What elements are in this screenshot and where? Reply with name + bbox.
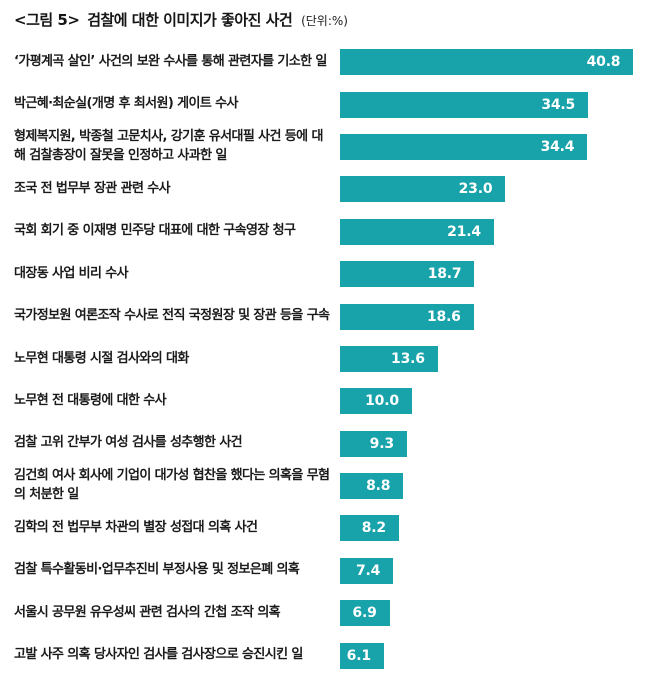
category-label: ‘가평계곡 살인’ 사건의 보완 수사를 통해 관련자를 기소한 일 <box>14 53 327 69</box>
bar: 40.8 <box>340 49 634 76</box>
chart-row: 국가정보원 여론조작 수사로 전직 국정원장 및 장관 등을 구속 18.6 <box>14 295 642 337</box>
value-label: 23.0 <box>458 181 493 198</box>
chart-row: 고발 사주 의혹 당사자인 검사를 검사장으로 승진시킨 일 6.1 <box>14 634 642 676</box>
bar-track: 9.3 <box>340 430 642 457</box>
chart-row: 서울시 공무원 유우성씨 관련 검사의 간첩 조작 의혹 6.9 <box>14 592 642 634</box>
value-label: 34.4 <box>540 138 575 155</box>
value-label: 9.3 <box>369 435 394 452</box>
category-label: 박근혜·최순실(개명 후 최서원) 게이트 수사 <box>14 96 238 112</box>
figure-label: <그림 5> <box>14 11 80 29</box>
bar: 18.6 <box>340 303 474 330</box>
bar-track: 34.5 <box>340 91 642 118</box>
chart-row: 조국 전 법무부 장관 관련 수사 23.0 <box>14 168 642 210</box>
category-label: 대장동 사업 비리 수사 <box>14 265 129 281</box>
bar: 13.6 <box>340 345 438 372</box>
chart-row: 노무현 전 대통령에 대한 수사 10.0 <box>14 380 642 422</box>
category-label: 고발 사주 의혹 당사자인 검사를 검사장으로 승진시킨 일 <box>14 647 303 663</box>
value-label: 34.5 <box>541 96 576 113</box>
bar-track: 13.6 <box>340 345 642 372</box>
category-label: 조국 전 법무부 장관 관련 수사 <box>14 180 171 196</box>
bar-track: 21.4 <box>340 218 642 245</box>
value-label: 40.8 <box>586 54 621 71</box>
chart-row: 노무현 대통령 시절 검사와의 대화 13.6 <box>14 338 642 380</box>
value-label: 13.6 <box>391 350 425 367</box>
category-label: 서울시 공무원 유우성씨 관련 검사의 간첩 조작 의혹 <box>14 604 281 620</box>
bar: 8.8 <box>340 473 404 500</box>
bar-track: 18.7 <box>340 261 642 288</box>
value-label: 8.8 <box>366 478 391 495</box>
bar-track: 7.4 <box>340 557 642 584</box>
bar: 34.5 <box>340 91 589 118</box>
unit-label: (단위:%) <box>301 14 348 28</box>
category-label: 형제복지원, 박종철 고문치사, 강기훈 유서대필 사건 등에 대해 검찰총장이… <box>14 129 323 163</box>
category-label: 김건희 여사 회사에 기업이 대가성 협찬을 했다는 의혹을 무혐의 처분한 일 <box>14 468 330 503</box>
bar-track: 18.6 <box>340 303 642 330</box>
chart-row: 검찰 특수활동비·업무추진비 부정사용 및 정보은폐 의혹 7.4 <box>14 550 642 592</box>
chart-row: 대장동 사업 비리 수사 18.7 <box>14 253 642 295</box>
chart-row: 국회 회기 중 이재명 민주당 대표에 대한 구속영장 청구 21.4 <box>14 211 642 253</box>
bar: 18.7 <box>340 261 475 288</box>
chart-row: ‘가평계곡 살인’ 사건의 보완 수사를 통해 관련자를 기소한 일 40.8 <box>14 41 642 83</box>
category-label: 검찰 고위 간부가 여성 검사를 성추행한 사건 <box>14 435 243 451</box>
chart-row: 김학의 전 법무부 차관의 별장 성접대 의혹 사건 8.2 <box>14 507 642 549</box>
value-label: 8.2 <box>361 520 386 537</box>
bar-track: 8.2 <box>340 515 642 542</box>
bar: 10.0 <box>340 388 412 415</box>
chart-row: 형제복지원, 박종철 고문치사, 강기훈 유서대필 사건 등에 대해 검찰총장이… <box>14 126 642 168</box>
bar: 9.3 <box>340 430 407 457</box>
category-label: 김학의 전 법무부 차관의 별장 성접대 의혹 사건 <box>14 520 258 536</box>
bar-track: 6.1 <box>340 642 642 669</box>
bar-track: 34.4 <box>340 133 642 160</box>
value-label: 6.9 <box>352 605 377 622</box>
chart-header: <그림 5> 검찰에 대한 이미지가 좋아진 사건 (단위:%) <box>14 9 642 32</box>
bar-track: 10.0 <box>340 388 642 415</box>
value-label: 6.1 <box>346 647 371 664</box>
bar: 6.1 <box>340 642 384 669</box>
value-label: 7.4 <box>356 562 381 579</box>
category-label: 국회 회기 중 이재명 민주당 대표에 대한 구속영장 청구 <box>14 223 296 239</box>
category-label: 검찰 특수활동비·업무추진비 부정사용 및 정보은폐 의혹 <box>14 562 300 578</box>
chart-row: 검찰 고위 간부가 여성 검사를 성추행한 사건 9.3 <box>14 423 642 465</box>
chart-row: 김건희 여사 회사에 기업이 대가성 협찬을 했다는 의혹을 무혐의 처분한 일… <box>14 465 642 507</box>
bar-track: 23.0 <box>340 176 642 203</box>
bar-track: 6.9 <box>340 600 642 627</box>
value-label: 21.4 <box>447 223 481 240</box>
chart-row: 박근혜·최순실(개명 후 최서원) 게이트 수사 34.5 <box>14 83 642 125</box>
bar: 8.2 <box>340 515 399 542</box>
bar: 6.9 <box>340 600 390 627</box>
value-label: 18.6 <box>426 308 461 325</box>
page-title: 검찰에 대한 이미지가 좋아진 사건 <box>87 11 293 29</box>
bar-track: 8.8 <box>340 473 642 500</box>
category-label: 국가정보원 여론조작 수사로 전직 국정원장 및 장관 등을 구속 <box>14 308 330 324</box>
category-label: 노무현 대통령 시절 검사와의 대화 <box>14 350 189 366</box>
bar: 23.0 <box>340 176 506 203</box>
bar: 21.4 <box>340 218 494 245</box>
value-label: 18.7 <box>427 266 462 283</box>
bar-track: 40.8 <box>340 49 642 76</box>
bar: 7.4 <box>340 557 394 584</box>
chart-rows: ‘가평계곡 살인’ 사건의 보완 수사를 통해 관련자를 기소한 일 40.8 박근… <box>14 41 642 677</box>
bar: 34.4 <box>340 133 588 160</box>
category-label: 노무현 전 대통령에 대한 수사 <box>14 392 167 408</box>
value-label: 10.0 <box>365 393 399 410</box>
